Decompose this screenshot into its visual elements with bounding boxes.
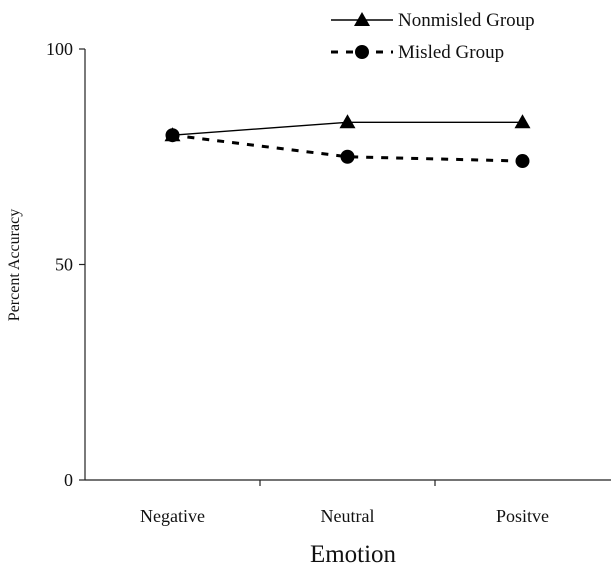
x-tick-label: Neutral: [321, 506, 375, 526]
legend-label: Nonmisled Group: [398, 10, 535, 31]
legend-label: Misled Group: [398, 42, 504, 63]
x-axis-title: Emotion: [310, 541, 397, 568]
x-tick-label: Negative: [140, 506, 205, 526]
legend-marker: [354, 12, 370, 26]
data-point: [515, 154, 530, 169]
y-tick-label: 50: [55, 255, 73, 275]
x-tick-label: Positve: [496, 506, 549, 526]
y-tick-label: 0: [64, 470, 73, 490]
data-point: [165, 128, 180, 143]
series-1: [164, 114, 531, 142]
series-2: [165, 128, 530, 169]
chart-axes: [84, 49, 611, 481]
legend: Nonmisled Group Misled Group: [331, 10, 535, 63]
y-axis-ticks: 0 50 100: [46, 39, 85, 490]
y-tick-label: 100: [46, 39, 73, 59]
series-layer: [164, 114, 531, 169]
data-point: [340, 149, 355, 164]
x-axis-ticks: Negative Neutral Positve: [140, 480, 549, 526]
data-point: [514, 114, 531, 129]
legend-marker: [355, 45, 369, 59]
data-point: [339, 114, 356, 129]
y-axis-title: Percent Accuracy: [6, 209, 23, 321]
